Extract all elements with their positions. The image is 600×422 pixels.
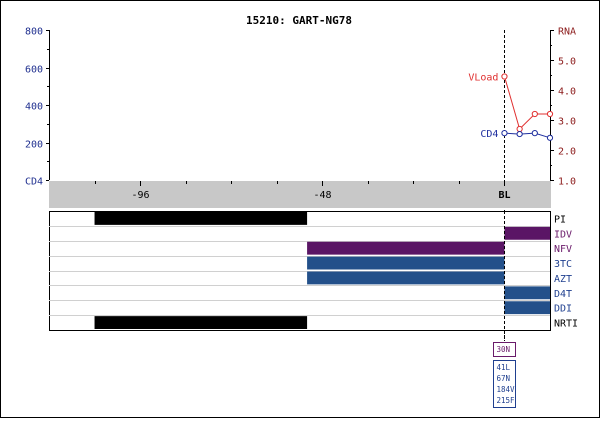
drug-bar-idv: [504, 226, 550, 240]
left-tick-label: 200: [25, 140, 43, 151]
drug-label: D4T: [554, 289, 572, 300]
left-tick-label: 400: [25, 102, 43, 113]
drug-label: PI: [554, 214, 566, 225]
drug-bar-pi: [94, 212, 308, 225]
drug-label: NRTI: [554, 319, 578, 330]
drug-label: NFV: [554, 244, 572, 255]
right-tick-label: 5.0: [558, 57, 576, 68]
data-point: [531, 130, 538, 137]
series-label: VLoad: [468, 73, 498, 84]
drug-bar-d4t: [504, 286, 550, 300]
drug-bar-3tc: [307, 256, 505, 270]
drug-label: 3TC: [554, 259, 572, 270]
right-tick-label: 3.0: [558, 117, 576, 128]
mutation-box: [493, 360, 516, 408]
drug-bar-ddi: [504, 301, 550, 315]
mutation-label: 67N: [497, 374, 511, 383]
x-tick-label: BL: [498, 190, 510, 201]
right-tick-label: 2.0: [558, 147, 576, 158]
series-line-vload: [504, 76, 550, 130]
left-tick-label: CD4: [25, 177, 43, 188]
drug-regimen-panel: PI IDV NFV 3TC AZT D4T DDI NRTI: [49, 211, 578, 341]
drug-label: DDI: [554, 304, 572, 315]
left-tick-label: 800: [25, 27, 43, 38]
mutation-label: 215F: [497, 396, 516, 405]
data-point: [501, 73, 508, 80]
mutation-panel: 30N 41L 67N 184V 215F: [493, 342, 516, 408]
mutation-label: 41L: [497, 363, 511, 372]
x-tick-label: -96: [131, 190, 149, 201]
data-point: [531, 110, 538, 118]
series-label: CD4: [480, 129, 498, 140]
drug-bar-nrti: [94, 316, 308, 329]
mutation-box: [493, 342, 516, 357]
drug-bar-nfv: [307, 241, 505, 255]
drug-label: AZT: [554, 274, 572, 285]
data-point: [516, 130, 523, 138]
time-axis-band: -96 -48 BL: [49, 181, 551, 208]
data-point: [546, 134, 554, 141]
drug-label: IDV: [554, 229, 572, 240]
series-line-cd4: [504, 132, 551, 139]
left-tick-label: 600: [25, 65, 43, 76]
data-point: [501, 130, 508, 137]
drug-bar-azt: [307, 271, 505, 285]
mutation-label: 30N: [497, 345, 511, 354]
right-tick-label: 1.0: [558, 177, 576, 188]
time-band-background: [49, 181, 551, 208]
data-point: [546, 110, 554, 118]
data-point: [516, 125, 523, 133]
chart-title: 15210: GART-NG78: [246, 14, 352, 27]
right-tick-label: 4.0: [558, 87, 576, 98]
mutation-label: 184V: [497, 385, 516, 394]
right-tick-label: RNA: [558, 27, 576, 38]
x-tick-label: -48: [313, 190, 331, 201]
